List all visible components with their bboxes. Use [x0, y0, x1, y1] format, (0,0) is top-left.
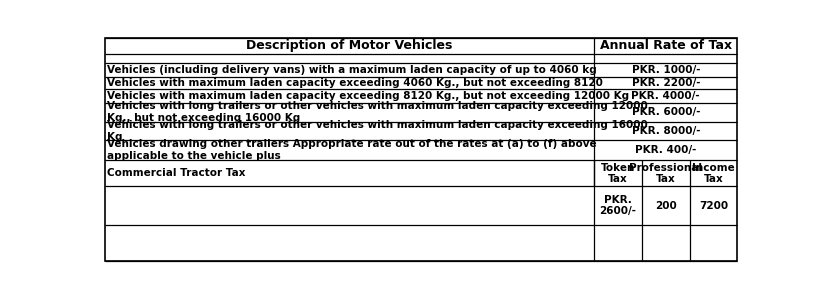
- Text: PKR. 6000/-: PKR. 6000/-: [631, 107, 700, 117]
- Text: Vehicles drawing other trailers Appropriate rate out of the rates at (a) to (f) : Vehicles drawing other trailers Appropri…: [108, 139, 597, 161]
- Text: Vehicles with long trailers or other vehicles with maximum laden capacity exceed: Vehicles with long trailers or other veh…: [108, 120, 649, 142]
- Text: PKR. 8000/-: PKR. 8000/-: [631, 126, 700, 136]
- Text: Vehicles with maximum laden capacity exceeding 8120 Kg., but not exceeding 12000: Vehicles with maximum laden capacity exc…: [108, 91, 630, 101]
- Text: Vehicles with long trailers or other vehicles with maximum laden capacity exceed: Vehicles with long trailers or other veh…: [108, 101, 649, 123]
- Text: Annual Rate of Tax: Annual Rate of Tax: [600, 39, 732, 52]
- Text: PKR. 2200/-: PKR. 2200/-: [631, 78, 700, 88]
- Text: PKR. 4000/-: PKR. 4000/-: [631, 91, 700, 101]
- Text: Vehicles with maximum laden capacity exceeding 4060 Kg., but not exceeding 8120: Vehicles with maximum laden capacity exc…: [108, 78, 603, 88]
- Text: PKR. 1000/-: PKR. 1000/-: [631, 65, 700, 75]
- Text: Commercial Tractor Tax: Commercial Tractor Tax: [108, 168, 246, 178]
- Text: Vehicles (including delivery vans) with a maximum laden capacity of up to 4060 k: Vehicles (including delivery vans) with …: [108, 65, 597, 75]
- Text: Description of Motor Vehicles: Description of Motor Vehicles: [247, 39, 453, 52]
- Text: Token
Tax: Token Tax: [601, 163, 635, 184]
- Text: Income
Tax: Income Tax: [692, 163, 735, 184]
- Text: 7200: 7200: [699, 201, 728, 211]
- Text: 200: 200: [655, 201, 677, 211]
- Text: PKR. 400/-: PKR. 400/-: [635, 145, 696, 155]
- Text: Professional
Tax: Professional Tax: [630, 163, 702, 184]
- Text: PKR.
2600/-: PKR. 2600/-: [599, 195, 636, 216]
